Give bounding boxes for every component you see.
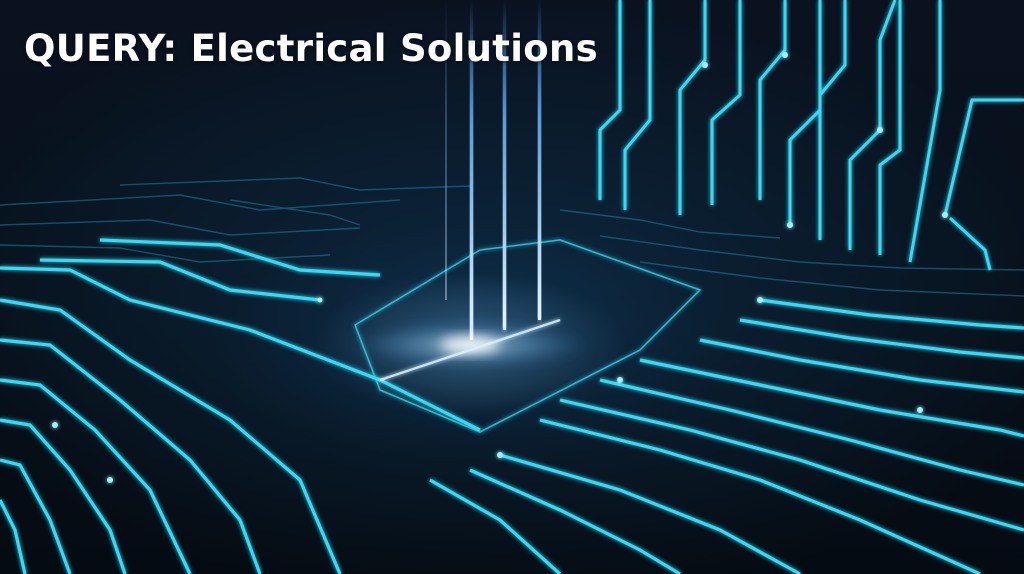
trace-nodes <box>52 52 948 483</box>
left-traces <box>0 238 481 574</box>
light-flare <box>350 318 590 382</box>
light-beams <box>445 0 541 340</box>
background-traces <box>0 177 1024 297</box>
right-traces <box>429 298 1024 574</box>
page-title: QUERY: Electrical Solutions <box>24 27 598 70</box>
central-chip-outline <box>354 239 702 433</box>
vertical-traces <box>598 0 1024 271</box>
